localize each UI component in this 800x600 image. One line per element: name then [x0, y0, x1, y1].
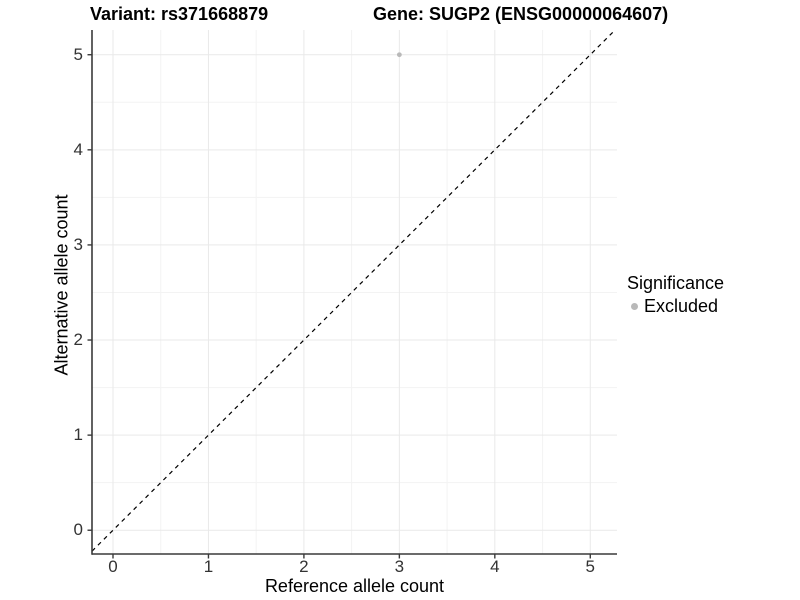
y-tick-label: 3 — [73, 234, 83, 254]
y-tick-label: 5 — [73, 44, 83, 64]
plot-title-variant: Variant: rs371668879 — [90, 4, 269, 24]
tick-marks — [87, 54, 591, 559]
x-tick-label: 3 — [394, 557, 405, 576]
plot-panel — [87, 29, 617, 559]
legend: Significance Excluded — [627, 273, 724, 317]
y-axis-title: Alternative allele count — [51, 194, 72, 376]
legend-key-dot-icon — [631, 303, 638, 310]
legend-title: Significance — [627, 273, 725, 293]
data-point — [396, 52, 402, 58]
y-tick-label: 2 — [73, 330, 83, 350]
x-tick-label: 2 — [299, 557, 309, 576]
gridlines-major — [92, 30, 617, 554]
legend-entry-label: Excluded — [644, 296, 719, 316]
gridlines-minor — [92, 30, 617, 554]
plot-title-gene: Gene: SUGP2 (ENSG00000064607) — [373, 4, 669, 24]
x-tick-label: 4 — [490, 557, 500, 576]
x-tick-label: 1 — [203, 557, 214, 576]
x-tick-label: 5 — [585, 557, 595, 576]
data-points — [396, 52, 402, 58]
x-axis-title: Reference allele count — [264, 576, 445, 596]
axis-lines — [91, 30, 617, 555]
x-tick-label: 0 — [108, 557, 118, 576]
legend-entry: Excluded — [627, 296, 724, 317]
y-tick-label: 4 — [73, 139, 83, 159]
y-tick-label: 0 — [73, 520, 83, 540]
identity-line-group — [91, 29, 616, 552]
identity-line — [91, 29, 616, 552]
y-tick-label: 1 — [73, 425, 83, 445]
